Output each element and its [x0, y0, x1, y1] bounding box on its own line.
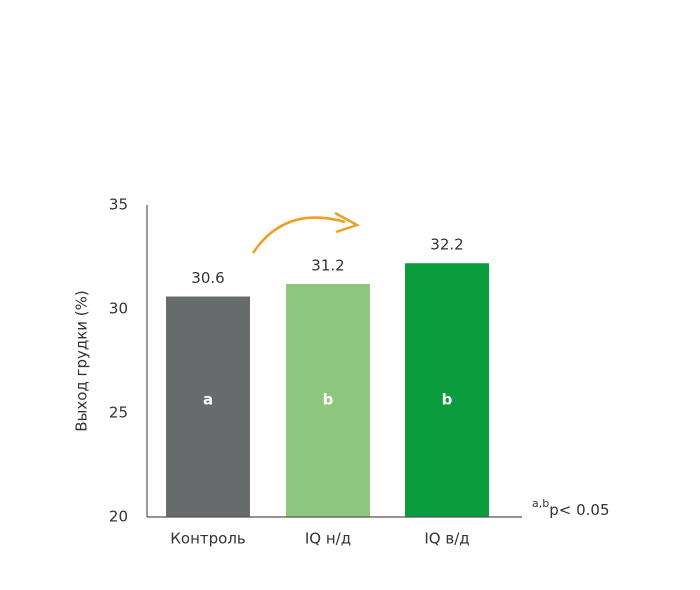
note-text: p< 0.05 [549, 501, 609, 519]
significance-note: a,bp< 0.05 [532, 497, 610, 519]
bar [405, 263, 489, 517]
bar [166, 296, 250, 517]
bar [286, 284, 370, 517]
y-tick-label: 25 [109, 404, 128, 422]
x-tick-label: Контроль [170, 530, 246, 548]
trend-arrow [251, 216, 346, 254]
bar-letter: b [323, 391, 334, 409]
x-tick-label: IQ н/д [305, 530, 351, 548]
x-tick-label: IQ в/д [424, 530, 469, 548]
trend-arrowhead [334, 211, 361, 234]
y-tick-label: 30 [109, 300, 128, 318]
value-label: 30.6 [191, 269, 224, 287]
value-label: 31.2 [311, 257, 344, 275]
y-tick-label: 35 [109, 196, 128, 214]
bar-letter: a [203, 391, 213, 409]
bar-letter: b [442, 391, 453, 409]
note-superscript: a,b [532, 497, 549, 510]
value-label: 32.2 [430, 236, 463, 254]
y-tick-label: 20 [109, 508, 128, 526]
y-axis-label: Выход грудки (%) [73, 290, 91, 432]
